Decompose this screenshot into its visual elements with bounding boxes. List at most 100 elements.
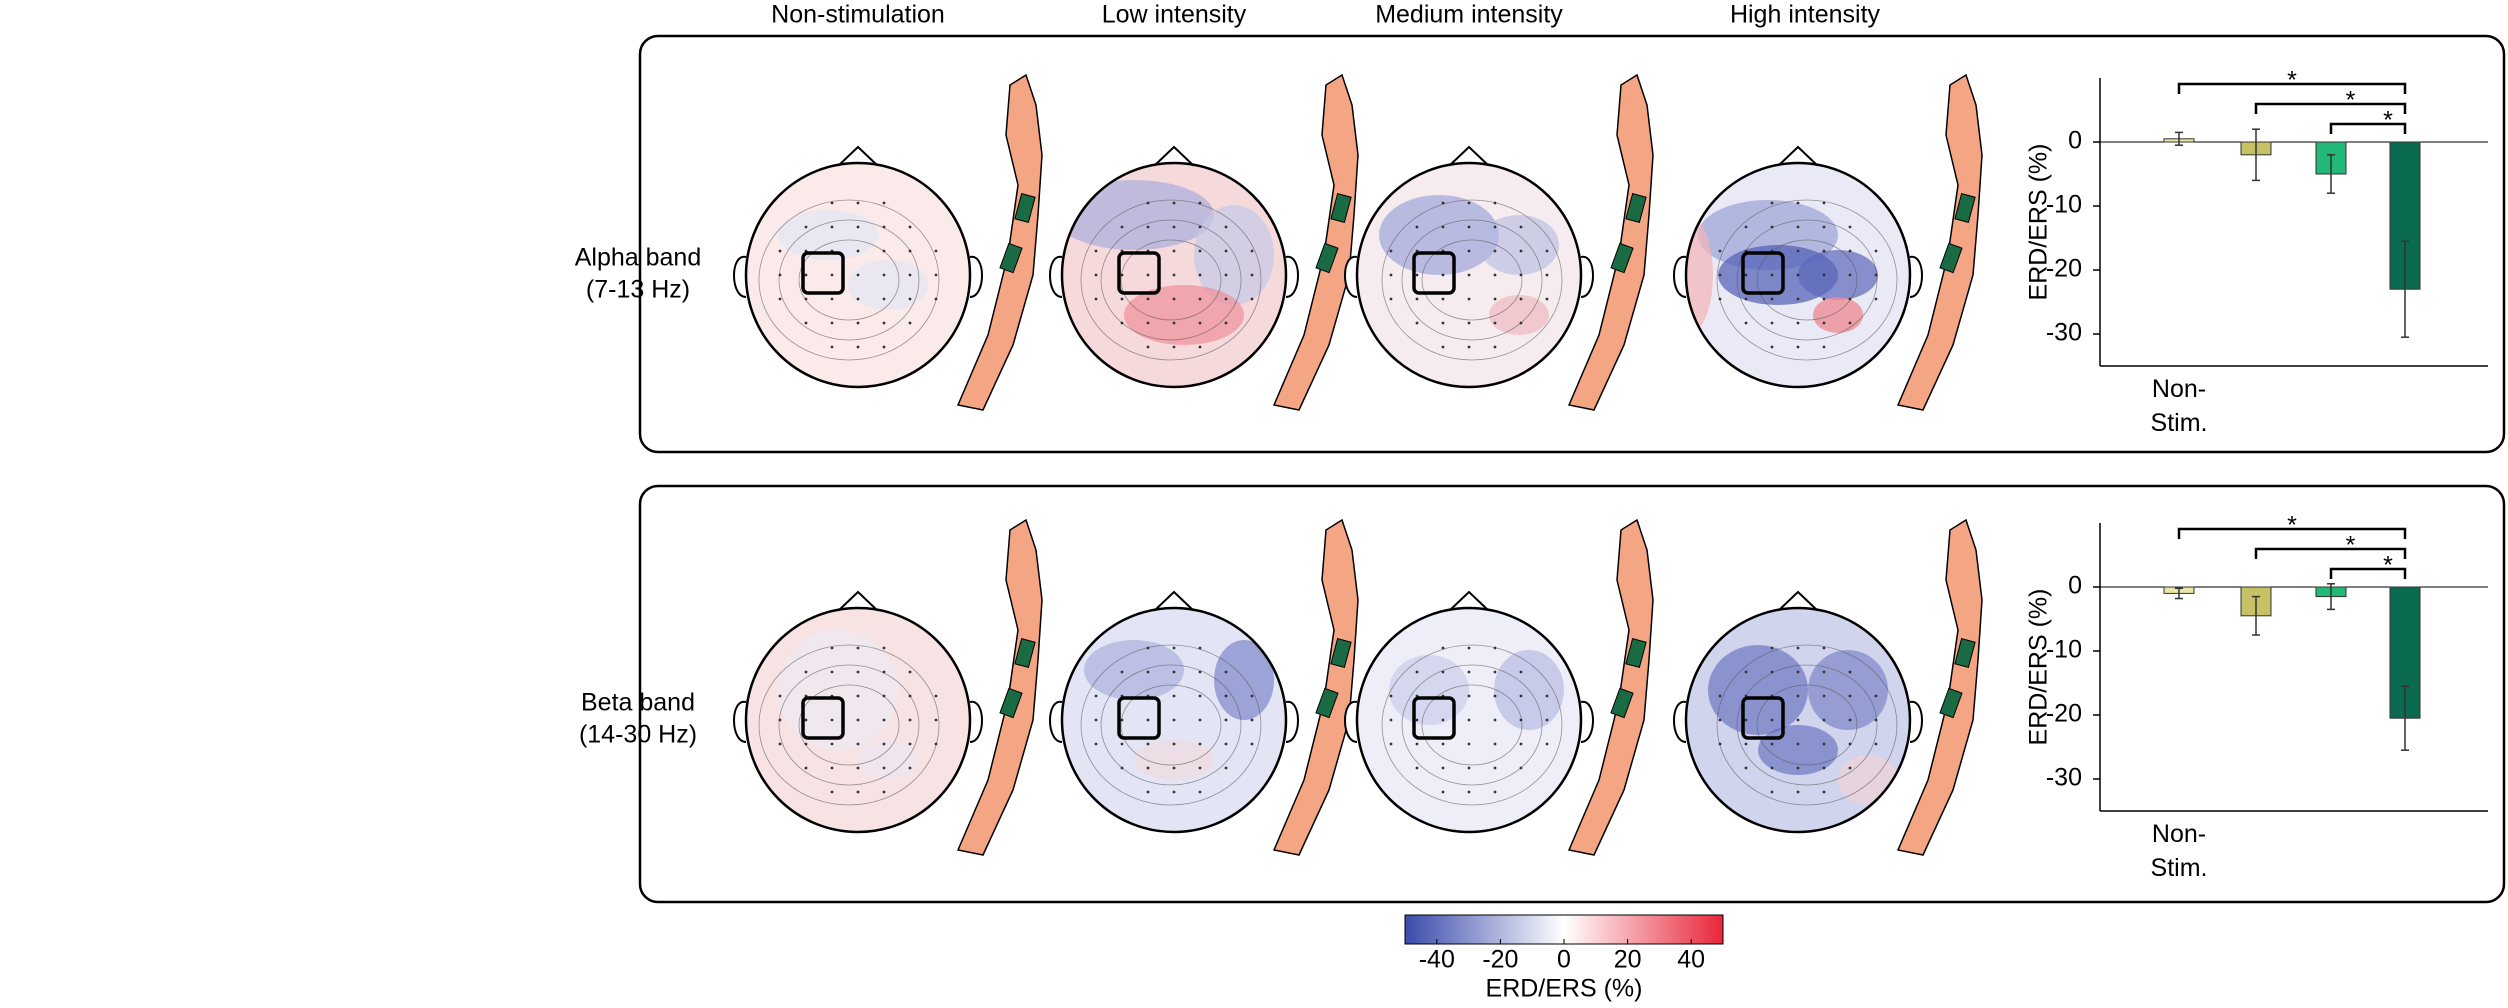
y-tick-label: -30 [2046, 319, 2082, 347]
head-ear [969, 700, 983, 743]
arm-shape [1567, 73, 1654, 411]
electrode [804, 718, 808, 722]
electrode [1146, 273, 1150, 277]
electrode [934, 694, 938, 698]
electrode [1493, 742, 1497, 746]
electrode [1848, 297, 1852, 301]
electrode [1146, 646, 1150, 650]
electrode [882, 766, 886, 770]
electrode [1172, 345, 1176, 349]
electrode-pad [999, 687, 1023, 719]
electrode [1441, 766, 1445, 770]
electrode [1848, 249, 1852, 253]
row-label: (7-13 Hz) [586, 276, 690, 304]
electrode [830, 742, 834, 746]
electrode [856, 646, 860, 650]
electrode [1718, 742, 1722, 746]
electrode [1519, 249, 1523, 253]
electrode [908, 249, 912, 253]
contour [1421, 684, 1523, 766]
electrode [1718, 273, 1722, 277]
electrode [1120, 742, 1124, 746]
topomap-region [858, 740, 918, 780]
electrode [1094, 718, 1098, 722]
electrode [1744, 670, 1748, 674]
electrode [908, 321, 912, 325]
head-nose [1153, 590, 1195, 612]
topomap-region [1838, 755, 1898, 805]
electrode [1796, 297, 1800, 301]
significance-label: * [2383, 107, 2393, 135]
electrode [908, 718, 912, 722]
topomap-map [1686, 163, 1910, 387]
electrode [1467, 201, 1471, 205]
row-label: (14-30 Hz) [579, 721, 697, 749]
electrode [1250, 249, 1254, 253]
electrode [1770, 646, 1774, 650]
head-outline [1684, 606, 1912, 834]
electrode [1770, 766, 1774, 770]
significance-bracket [2177, 527, 2407, 539]
electrode [1224, 273, 1228, 277]
electrode [1120, 321, 1124, 325]
arm [956, 73, 1043, 411]
electrode [882, 694, 886, 698]
contour [1080, 199, 1262, 361]
contour [1401, 219, 1543, 341]
contour [1756, 684, 1858, 766]
electrode [1250, 273, 1254, 277]
electrode [1796, 249, 1800, 253]
y-tick-label: 0 [2068, 572, 2082, 600]
electrode [856, 694, 860, 698]
contour [1381, 199, 1563, 361]
electrode [1744, 742, 1748, 746]
head-ear [1049, 700, 1063, 743]
electrode [1718, 297, 1722, 301]
electrode [1441, 225, 1445, 229]
electrode [1822, 225, 1826, 229]
electrode [1198, 249, 1202, 253]
electrode [1545, 694, 1549, 698]
significance-label: * [2287, 67, 2297, 95]
electrode [1718, 718, 1722, 722]
significance-bracket [2329, 122, 2407, 134]
electrode [1120, 718, 1124, 722]
electrode [1519, 670, 1523, 674]
roi-box [1412, 696, 1456, 740]
electrode [830, 345, 834, 349]
electrode [1848, 273, 1852, 277]
electrode [1146, 321, 1150, 325]
head-ear [733, 255, 747, 298]
electrode [1822, 766, 1826, 770]
electrode [1796, 742, 1800, 746]
y-tick-label: 0 [2068, 127, 2082, 155]
significance-label: * [2287, 512, 2297, 540]
electrode-pad [1625, 193, 1647, 223]
electrode [830, 225, 834, 229]
electrode [778, 273, 782, 277]
electrode [1770, 273, 1774, 277]
electrode [1519, 718, 1523, 722]
topomap-map [1357, 608, 1581, 832]
arm-shape [1272, 73, 1359, 411]
electrode [1493, 345, 1497, 349]
electrode [1848, 225, 1852, 229]
row-label: Beta band [581, 689, 695, 717]
electrode [1224, 249, 1228, 253]
electrode [1120, 297, 1124, 301]
electrode [1198, 718, 1202, 722]
electrode [1198, 694, 1202, 698]
electrode [856, 201, 860, 205]
electrode [1718, 249, 1722, 253]
electrode [1493, 670, 1497, 674]
head-outline [744, 161, 972, 389]
electrode [1493, 201, 1497, 205]
significance-label: * [2346, 87, 2356, 115]
electrode [1519, 297, 1523, 301]
head-ear [1909, 700, 1923, 743]
electrode [1822, 718, 1826, 722]
electrode [1770, 225, 1774, 229]
electrode [1796, 670, 1800, 674]
electrode [1822, 742, 1826, 746]
electrode [1198, 670, 1202, 674]
